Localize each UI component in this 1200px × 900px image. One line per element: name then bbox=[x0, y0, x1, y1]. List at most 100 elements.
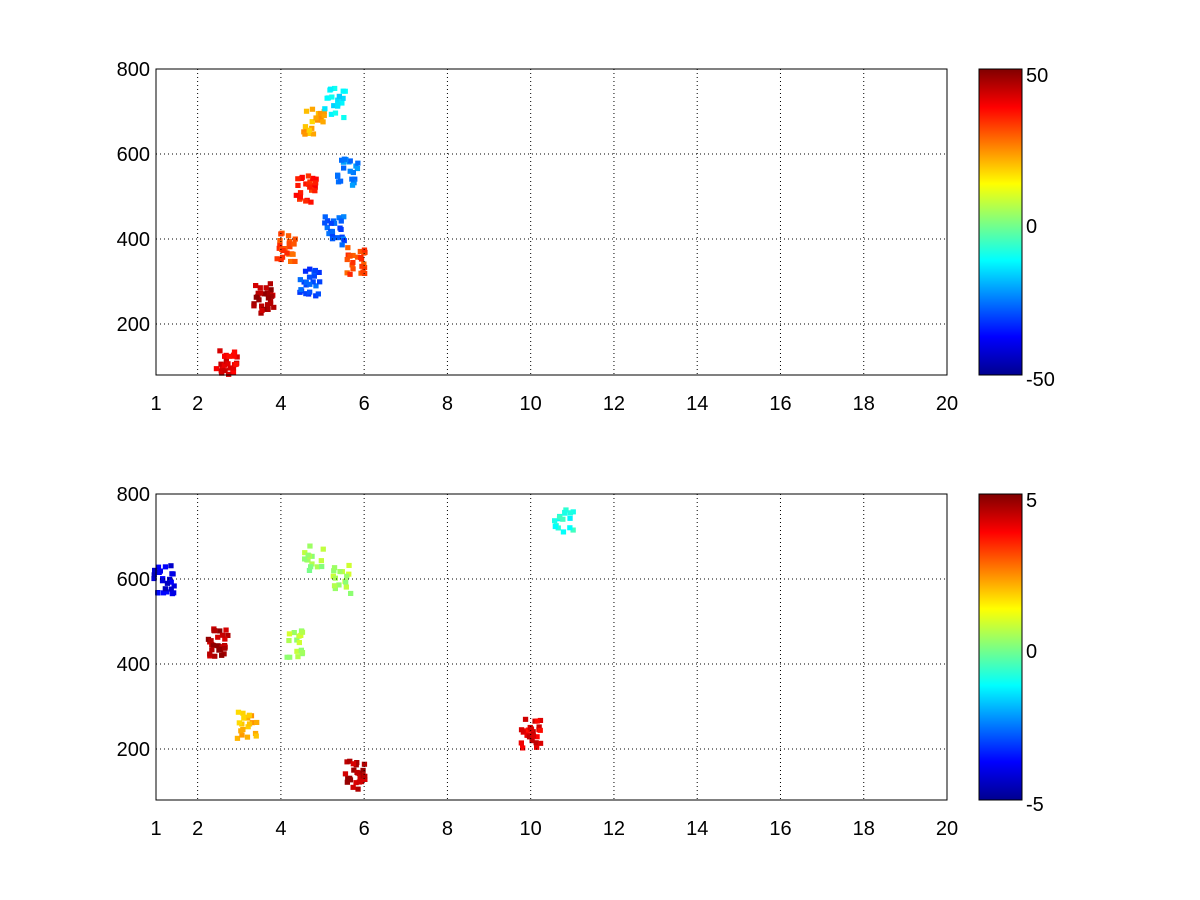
heatmap-cell bbox=[336, 582, 342, 588]
y-tick-label: 600 bbox=[117, 144, 150, 166]
heatmap-cell bbox=[292, 236, 298, 242]
heatmap-cell bbox=[213, 366, 220, 372]
heatmap-cell bbox=[310, 175, 316, 181]
y-ticks-top: 200 400 600 800 bbox=[117, 59, 150, 336]
heatmap-cell bbox=[299, 629, 306, 635]
heatmap-cell bbox=[329, 228, 335, 234]
heatmap-cell bbox=[346, 562, 352, 568]
axes-frame-bottom bbox=[155, 493, 948, 801]
axes-frame-top bbox=[155, 68, 948, 376]
heatmap-cell bbox=[302, 268, 309, 274]
heatmap-cell bbox=[310, 131, 317, 137]
heatmap-cell bbox=[225, 632, 231, 638]
heatmap-cell bbox=[221, 362, 227, 368]
heatmap-cell bbox=[280, 248, 286, 254]
heatmap-cell bbox=[226, 371, 232, 377]
colorbar-tick-label: 50 bbox=[1026, 65, 1048, 87]
heatmap-cell bbox=[284, 654, 290, 660]
heatmap-cell bbox=[164, 589, 170, 595]
heatmap-cell bbox=[317, 279, 323, 285]
colorbar-tick-label: -5 bbox=[1026, 794, 1044, 816]
heatmap-cell bbox=[352, 176, 358, 182]
heatmap-cell bbox=[226, 353, 232, 359]
heatmap-cell bbox=[537, 740, 544, 746]
x-ticks-bottom: 1 2 4 6 8 10 12 14 16 18 20 bbox=[150, 818, 958, 840]
heatmap-cell bbox=[207, 651, 213, 657]
x-tick-label: 2 bbox=[192, 818, 203, 840]
x-tick-label: 12 bbox=[603, 393, 625, 415]
heatmap-cell bbox=[305, 173, 312, 179]
heatmap-cell bbox=[307, 266, 313, 272]
heatmap-cell bbox=[217, 628, 223, 634]
x-tick-label: 16 bbox=[769, 818, 791, 840]
heatmap-cell bbox=[279, 254, 286, 260]
heatmap-cell bbox=[217, 348, 223, 354]
heatmap-cell bbox=[317, 114, 324, 120]
heatmap-cell bbox=[313, 283, 319, 289]
heatmap-cell bbox=[324, 225, 330, 231]
heatmap-cell bbox=[552, 518, 558, 524]
heatmap-cell bbox=[299, 174, 305, 180]
heatmap-cell bbox=[168, 586, 174, 592]
heatmap-cell bbox=[307, 281, 313, 287]
heatmap-cell bbox=[350, 761, 356, 767]
heatmap-cell bbox=[285, 233, 292, 239]
heatmap-cell bbox=[171, 590, 177, 596]
heatmap-cell bbox=[332, 85, 338, 91]
heatmap-cell bbox=[155, 590, 161, 596]
heatmap-cell bbox=[362, 776, 368, 782]
heatmap-cell bbox=[261, 291, 267, 297]
x-tick-label: 18 bbox=[853, 818, 875, 840]
colorbar-tick-label: 0 bbox=[1026, 641, 1037, 663]
heatmap-cell bbox=[360, 767, 366, 773]
heatmap-cell bbox=[520, 745, 526, 751]
heatmap-cell bbox=[341, 165, 347, 171]
heatmap-cell bbox=[309, 553, 315, 559]
heatmap-cell bbox=[358, 254, 364, 260]
heatmap-cell bbox=[246, 721, 253, 727]
heatmap-cell bbox=[303, 181, 309, 187]
heatmap-cell bbox=[357, 774, 363, 780]
heatmap-cell bbox=[347, 253, 353, 259]
heatmap-cell bbox=[303, 282, 309, 288]
heatmap-cell bbox=[320, 119, 326, 125]
heatmap-cell bbox=[293, 192, 299, 198]
heatmap-cell bbox=[567, 510, 574, 516]
heatmap-cell bbox=[235, 709, 242, 715]
heatmap-cell bbox=[332, 575, 338, 581]
heatmap-cell bbox=[309, 187, 315, 193]
x-tick-label: 20 bbox=[936, 818, 958, 840]
heatmap-cell bbox=[267, 301, 274, 307]
heatmap-cell bbox=[350, 266, 356, 272]
heatmap-cell bbox=[222, 353, 228, 359]
heatmap-cell bbox=[336, 215, 342, 221]
heatmap-cell bbox=[244, 734, 251, 740]
heatmap-cell bbox=[231, 353, 237, 359]
heatmap-cell bbox=[359, 263, 365, 269]
heatmap-cell bbox=[332, 586, 338, 592]
heatmap-cell bbox=[357, 248, 363, 254]
heatmap-cell bbox=[350, 170, 356, 176]
heatmap-cell bbox=[309, 106, 316, 112]
heatmap-cell bbox=[303, 108, 310, 114]
heatmap-cell bbox=[350, 179, 357, 185]
x-tick-label: 2 bbox=[192, 393, 203, 415]
heatmap-cell bbox=[298, 287, 304, 293]
heatmap-cell bbox=[160, 590, 167, 596]
colorbar-top: 50 0 -50 bbox=[978, 65, 1055, 391]
heatmap-cell bbox=[223, 358, 229, 364]
heatmap-cell bbox=[337, 569, 343, 575]
heatmap-cell bbox=[305, 552, 311, 558]
heatmap-cell bbox=[222, 636, 228, 642]
heatmap-cell bbox=[297, 190, 304, 196]
heatmap-cell bbox=[341, 214, 347, 220]
heatmap-cell bbox=[354, 769, 360, 775]
heatmap-cell bbox=[231, 349, 238, 355]
heatmap-cell bbox=[253, 733, 259, 739]
colorbar-tick-label: 0 bbox=[1026, 216, 1037, 238]
heatmap-cell bbox=[257, 285, 263, 291]
heatmap-cell bbox=[339, 100, 345, 106]
heatmap-cell bbox=[296, 640, 302, 646]
heatmap-cell bbox=[360, 269, 366, 275]
heatmap-cell bbox=[342, 771, 349, 777]
